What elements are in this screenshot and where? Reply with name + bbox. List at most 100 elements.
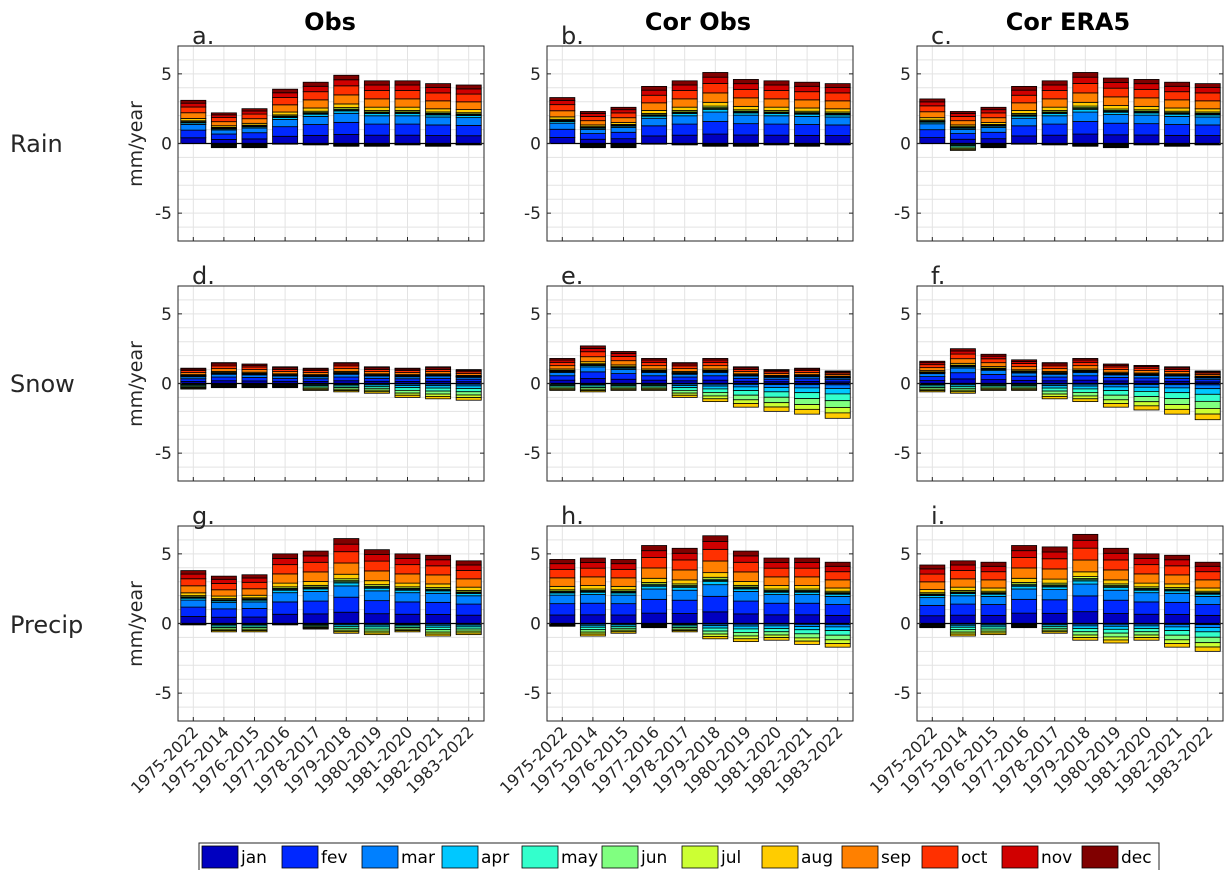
legend-swatch-apr: [441, 845, 479, 869]
bar-segment-sep: [1102, 569, 1129, 581]
bar-segment-fev: [732, 377, 759, 382]
bar-segment-apr: [1011, 585, 1038, 590]
bar-segment-aug: [241, 146, 268, 149]
bar-segment-mar: [302, 115, 329, 125]
bar-segment-jul: [1194, 642, 1221, 648]
bar-segment-sep: [702, 92, 729, 103]
bar-segment-fev: [1164, 601, 1191, 615]
bar-segment-jan: [241, 616, 268, 624]
bar-segment-mar: [425, 592, 452, 603]
bar-segment-oct: [641, 361, 668, 367]
bar-segment-fev: [1194, 604, 1221, 616]
bar-segment-jun: [1072, 631, 1099, 636]
bar-segment-aug: [272, 582, 299, 588]
bar-segment-mar: [671, 589, 698, 601]
bar-segment-nov: [794, 561, 821, 569]
bar-segment-nov: [333, 543, 360, 553]
bar-segment-dec: [363, 549, 390, 555]
bar-segment-oct: [702, 361, 729, 367]
bar-segment-jan: [1102, 613, 1129, 624]
legend-label-jul: jul: [720, 848, 741, 868]
bar-segment-oct: [1011, 363, 1038, 368]
bar-segment-mar: [763, 115, 790, 125]
bar-segment-mar: [241, 127, 268, 134]
bar-segment-jan: [579, 378, 606, 384]
bar-segment-jun: [394, 389, 421, 394]
bar-segment-sep: [919, 367, 946, 371]
bar-segment-oct: [671, 559, 698, 571]
bar-segment-nov: [180, 102, 207, 108]
bar-segment-aug: [641, 109, 668, 114]
bar-segment-aug: [949, 586, 976, 591]
legend: jan fev mar apr may jun jul aug sep oct nov dec: [198, 842, 1160, 870]
bar-segment-sep: [549, 577, 576, 587]
bar-segment-fev: [579, 602, 606, 616]
bar-segment-dec: [1133, 553, 1160, 559]
bar-segment-mar: [549, 594, 576, 605]
bar-segment-aug: [180, 387, 207, 390]
row-label-precip: Precip: [10, 611, 83, 639]
bar-segment-dec: [1011, 85, 1038, 91]
bar-segment-dec: [1011, 359, 1038, 362]
bar-segment-sep: [919, 111, 946, 119]
bar-segment-mar: [455, 595, 482, 605]
bar-segment-sep: [180, 585, 207, 594]
bar-segment-fev: [794, 124, 821, 136]
bar-segment-sep: [549, 110, 576, 118]
bar-segment-may: [1102, 628, 1129, 634]
bar-segment-jan: [1011, 612, 1038, 624]
bar-segment-fev: [394, 378, 421, 382]
bar-segment-sep: [949, 358, 976, 364]
bar-segment-oct: [579, 351, 606, 358]
bar-segment-dec: [180, 367, 207, 370]
bar-segment-fev: [272, 601, 299, 615]
bar-segment-may: [1164, 392, 1191, 400]
bar-segment-fev: [180, 378, 207, 382]
bar-segment-aug: [1194, 413, 1221, 421]
bar-segment-fev: [980, 374, 1007, 381]
bar-segment-mar: [241, 601, 268, 609]
bar-segment-nov: [1011, 550, 1038, 558]
bar-segment-fev: [455, 124, 482, 137]
bar-segment-mar: [610, 127, 637, 133]
bar-segment-sep: [671, 98, 698, 108]
legend-label-may: may: [561, 848, 598, 868]
bar-segment-aug: [1133, 582, 1160, 588]
bar-segment-dec: [732, 79, 759, 85]
bar-segment-jan: [455, 614, 482, 624]
bar-segment-aug: [702, 572, 729, 578]
bar-segment-fev: [702, 595, 729, 613]
bar-segment-jul: [1102, 399, 1129, 404]
bar-segment-fev: [363, 600, 390, 615]
bar-segment-sep: [1072, 559, 1099, 573]
bar-segment-fev: [394, 123, 421, 136]
bar-segment-sep: [210, 121, 237, 127]
bar-segment-mar: [394, 592, 421, 603]
bar-segment-oct: [671, 90, 698, 100]
bar-segment-jan: [949, 138, 976, 144]
bar-segment-aug: [180, 592, 207, 597]
bar-segment-oct: [671, 365, 698, 370]
bar-segment-dec: [1194, 561, 1221, 567]
bar-segment-mar: [610, 368, 637, 374]
bar-segment-fev: [1102, 122, 1129, 136]
bar-segment-jun: [1133, 396, 1160, 403]
bar-segment-fev: [824, 124, 851, 136]
bar-segment-may: [732, 390, 759, 396]
bar-segment-mar: [180, 599, 207, 608]
panel-letter: c.: [931, 22, 952, 50]
bar-segment-mar: [1102, 589, 1129, 601]
bar-segment-nov: [1164, 85, 1191, 93]
bar-segment-mar: [1011, 588, 1038, 600]
bar-segment-aug: [1164, 643, 1191, 648]
bar-segment-oct: [980, 358, 1007, 364]
bar-segment-nov: [363, 554, 390, 562]
bar-segment-oct: [363, 560, 390, 572]
bar-segment-aug: [1164, 408, 1191, 415]
y-tick-label: 0: [900, 375, 911, 395]
bar-segment-sep: [763, 576, 790, 586]
bar-segment-fev: [1041, 599, 1068, 614]
bar-segment-fev: [302, 378, 329, 382]
bar-segment-fev: [702, 121, 729, 135]
bar-segment-aug: [302, 627, 329, 630]
